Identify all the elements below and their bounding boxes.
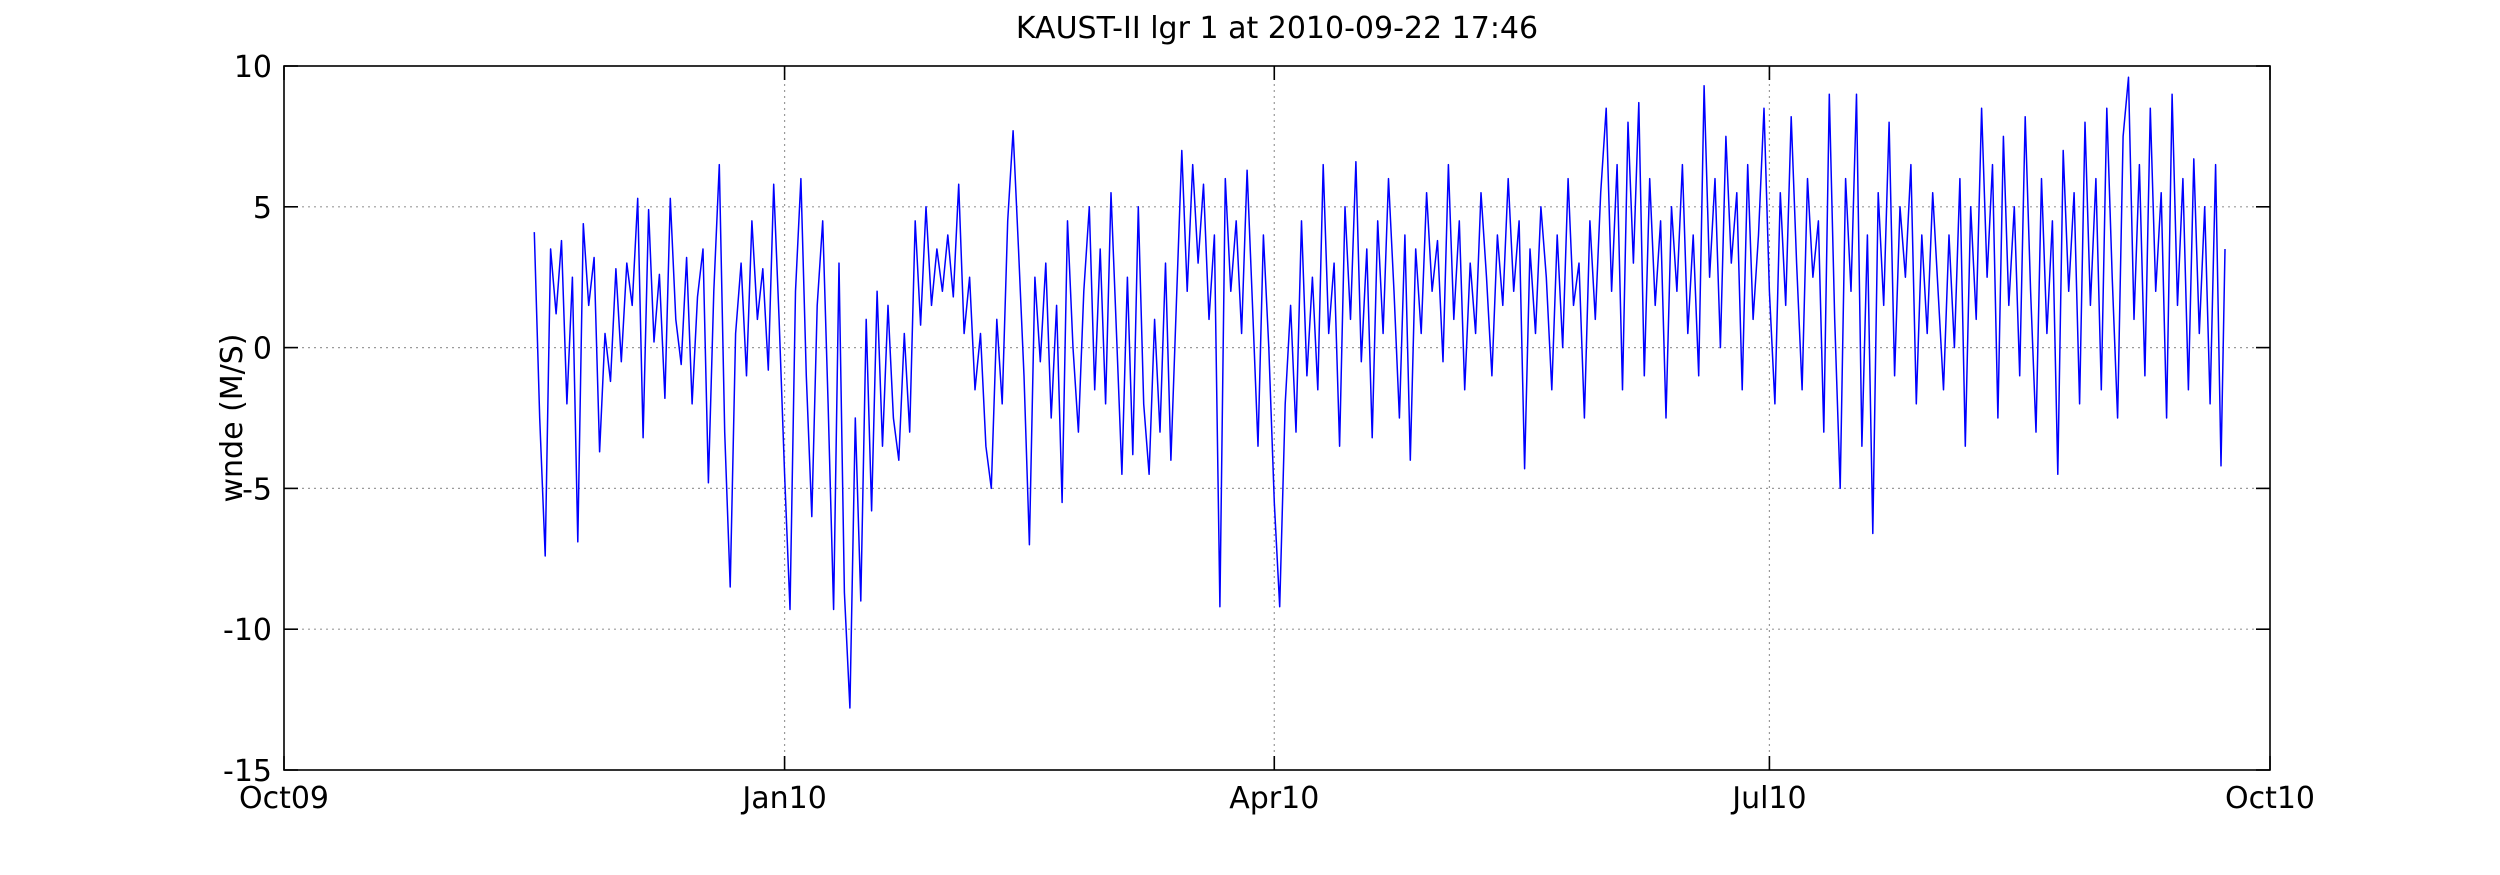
axis-ticks: Oct09 Jan10 Apr10 Jul10 Oct10 10 5 0 -5 -10 -15 (223, 50, 2315, 816)
chart-title: KAUST-II lgr 1 at 2010-09-22 17:46 (1016, 11, 1538, 46)
y-tick-label: -10 (223, 613, 272, 648)
x-tick-label: Oct09 (239, 781, 329, 816)
y-tick-label: -15 (223, 754, 272, 789)
y-tick-label: 10 (234, 50, 272, 85)
x-tick-label: Oct10 (2225, 781, 2315, 816)
y-axis-label: wnde (M/S) (215, 333, 250, 502)
y-tick-label: 5 (253, 191, 272, 226)
series-line-0 (533, 76, 2226, 709)
y-tick-label: -5 (242, 472, 272, 507)
plot-area-frame (283, 65, 2271, 771)
series-layer (533, 76, 2226, 709)
x-tick-label: Apr10 (1229, 781, 1319, 816)
x-tick-label: Jan10 (740, 781, 826, 816)
grid-lines (284, 66, 2270, 770)
y-tick-label: 0 (253, 332, 272, 367)
x-tick-label: Jul10 (1730, 781, 1806, 816)
